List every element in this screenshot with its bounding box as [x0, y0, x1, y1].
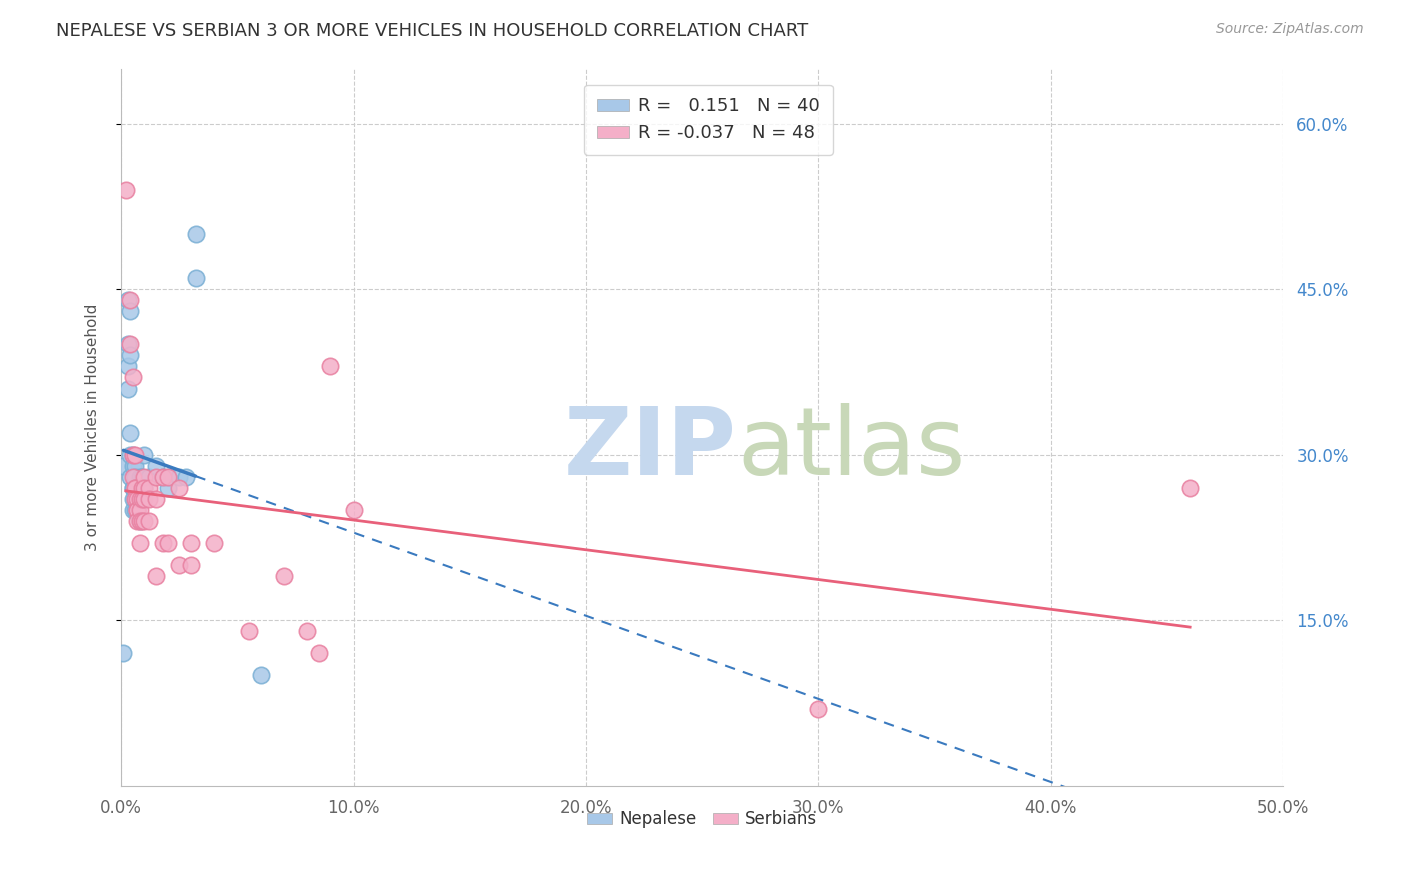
Point	[124, 503, 146, 517]
Point	[127, 503, 149, 517]
Point	[128, 491, 150, 506]
Point	[121, 491, 143, 506]
Point	[167, 481, 190, 495]
Point	[152, 470, 174, 484]
Point	[308, 646, 330, 660]
Point	[124, 470, 146, 484]
Point	[134, 514, 156, 528]
Point	[117, 293, 139, 308]
Point	[138, 481, 160, 495]
Point	[117, 359, 139, 374]
Y-axis label: 3 or more Vehicles in Household: 3 or more Vehicles in Household	[86, 303, 100, 551]
Point	[120, 337, 142, 351]
Point	[121, 458, 143, 473]
Point	[180, 536, 202, 550]
Point	[120, 470, 142, 484]
Point	[127, 491, 149, 506]
Point	[120, 425, 142, 440]
Legend: Nepalese, Serbians: Nepalese, Serbians	[581, 804, 824, 835]
Point	[174, 470, 197, 484]
Point	[117, 382, 139, 396]
Point	[134, 470, 156, 484]
Point	[121, 448, 143, 462]
Point	[128, 514, 150, 528]
Point	[295, 624, 318, 639]
Point	[112, 458, 135, 473]
Point	[124, 491, 146, 506]
Point	[124, 448, 146, 462]
Point	[127, 503, 149, 517]
Point	[117, 337, 139, 351]
Point	[127, 514, 149, 528]
Point	[121, 481, 143, 495]
Point	[138, 491, 160, 506]
Point	[134, 448, 156, 462]
Point	[131, 481, 153, 495]
Point	[128, 536, 150, 550]
Point	[131, 481, 153, 495]
Point	[120, 348, 142, 362]
Point	[180, 558, 202, 573]
Point	[342, 503, 364, 517]
Point	[124, 481, 146, 495]
Point	[131, 514, 153, 528]
Point	[124, 458, 146, 473]
Point	[121, 470, 143, 484]
Text: atlas: atlas	[737, 402, 966, 495]
Point	[184, 227, 207, 241]
Point	[124, 491, 146, 506]
Text: NEPALESE VS SERBIAN 3 OR MORE VEHICLES IN HOUSEHOLD CORRELATION CHART: NEPALESE VS SERBIAN 3 OR MORE VEHICLES I…	[56, 22, 808, 40]
Point	[138, 514, 160, 528]
Point	[127, 503, 149, 517]
Point	[167, 470, 190, 484]
Point	[145, 569, 167, 583]
Point	[112, 646, 135, 660]
Point	[152, 536, 174, 550]
Point	[127, 481, 149, 495]
Point	[120, 304, 142, 318]
Point	[121, 481, 143, 495]
Point	[121, 370, 143, 384]
Point	[131, 470, 153, 484]
Point	[249, 668, 271, 682]
Point	[145, 470, 167, 484]
Point	[128, 470, 150, 484]
Point	[128, 503, 150, 517]
Point	[1178, 481, 1201, 495]
Point	[238, 624, 260, 639]
Point	[138, 470, 160, 484]
Point	[156, 470, 179, 484]
Point	[128, 514, 150, 528]
Point	[167, 558, 190, 573]
Point	[156, 481, 179, 495]
Point	[319, 359, 342, 374]
Point	[114, 183, 136, 197]
Text: Source: ZipAtlas.com: Source: ZipAtlas.com	[1216, 22, 1364, 37]
Point	[145, 458, 167, 473]
Point	[124, 481, 146, 495]
Point	[202, 536, 225, 550]
Point	[156, 470, 179, 484]
Point	[807, 701, 830, 715]
Point	[131, 491, 153, 506]
Point	[184, 271, 207, 285]
Point	[273, 569, 295, 583]
Point	[121, 503, 143, 517]
Point	[145, 491, 167, 506]
Point	[134, 481, 156, 495]
Point	[134, 481, 156, 495]
Point	[156, 536, 179, 550]
Point	[152, 470, 174, 484]
Point	[134, 491, 156, 506]
Point	[127, 491, 149, 506]
Text: ZIP: ZIP	[564, 402, 737, 495]
Point	[120, 293, 142, 308]
Point	[121, 448, 143, 462]
Point	[120, 448, 142, 462]
